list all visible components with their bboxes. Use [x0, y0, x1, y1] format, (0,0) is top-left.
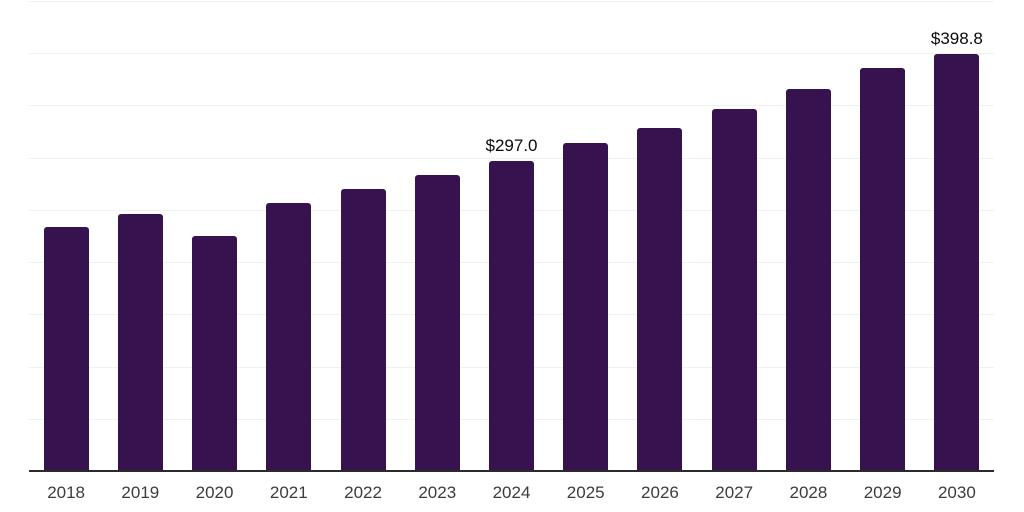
bar-2029	[860, 67, 906, 471]
bar-2025	[563, 143, 609, 471]
gridline	[29, 157, 994, 159]
gridline	[29, 53, 994, 55]
bar-2027	[711, 109, 757, 471]
gridline	[29, 0, 994, 2]
bar-2019	[117, 214, 163, 471]
x-tick-label-2024: 2024	[492, 483, 531, 502]
x-tick-label-2020: 2020	[195, 483, 234, 502]
bar-2026	[637, 127, 683, 471]
x-axis-line	[29, 470, 994, 472]
x-tick-label-2018: 2018	[47, 483, 86, 502]
gridline	[29, 105, 994, 107]
bar-2024	[489, 160, 534, 471]
bar-2021	[266, 203, 312, 471]
x-tick-label-2026: 2026	[641, 483, 679, 502]
bar-2018	[43, 227, 89, 471]
bar-2023	[414, 175, 460, 471]
x-tick-label-2019: 2019	[121, 483, 160, 502]
bar-2028	[785, 88, 831, 471]
data-label-2030: $398.8	[930, 29, 983, 49]
bar-2020	[192, 236, 238, 471]
x-tick-label-2030: 2030	[937, 483, 976, 502]
x-tick-label-2021: 2021	[269, 483, 308, 502]
x-tick-label-2025: 2025	[566, 483, 605, 502]
bar-2022	[340, 189, 386, 471]
x-tick-label-2029: 2029	[863, 483, 902, 502]
x-tick-label-2023: 2023	[418, 483, 457, 502]
data-label-2024: $297.0	[485, 135, 538, 155]
x-tick-label-2027: 2027	[715, 483, 754, 502]
x-tick-label-2028: 2028	[789, 483, 828, 502]
bar-2030	[934, 54, 980, 471]
x-tick-label-2022: 2022	[344, 483, 382, 502]
